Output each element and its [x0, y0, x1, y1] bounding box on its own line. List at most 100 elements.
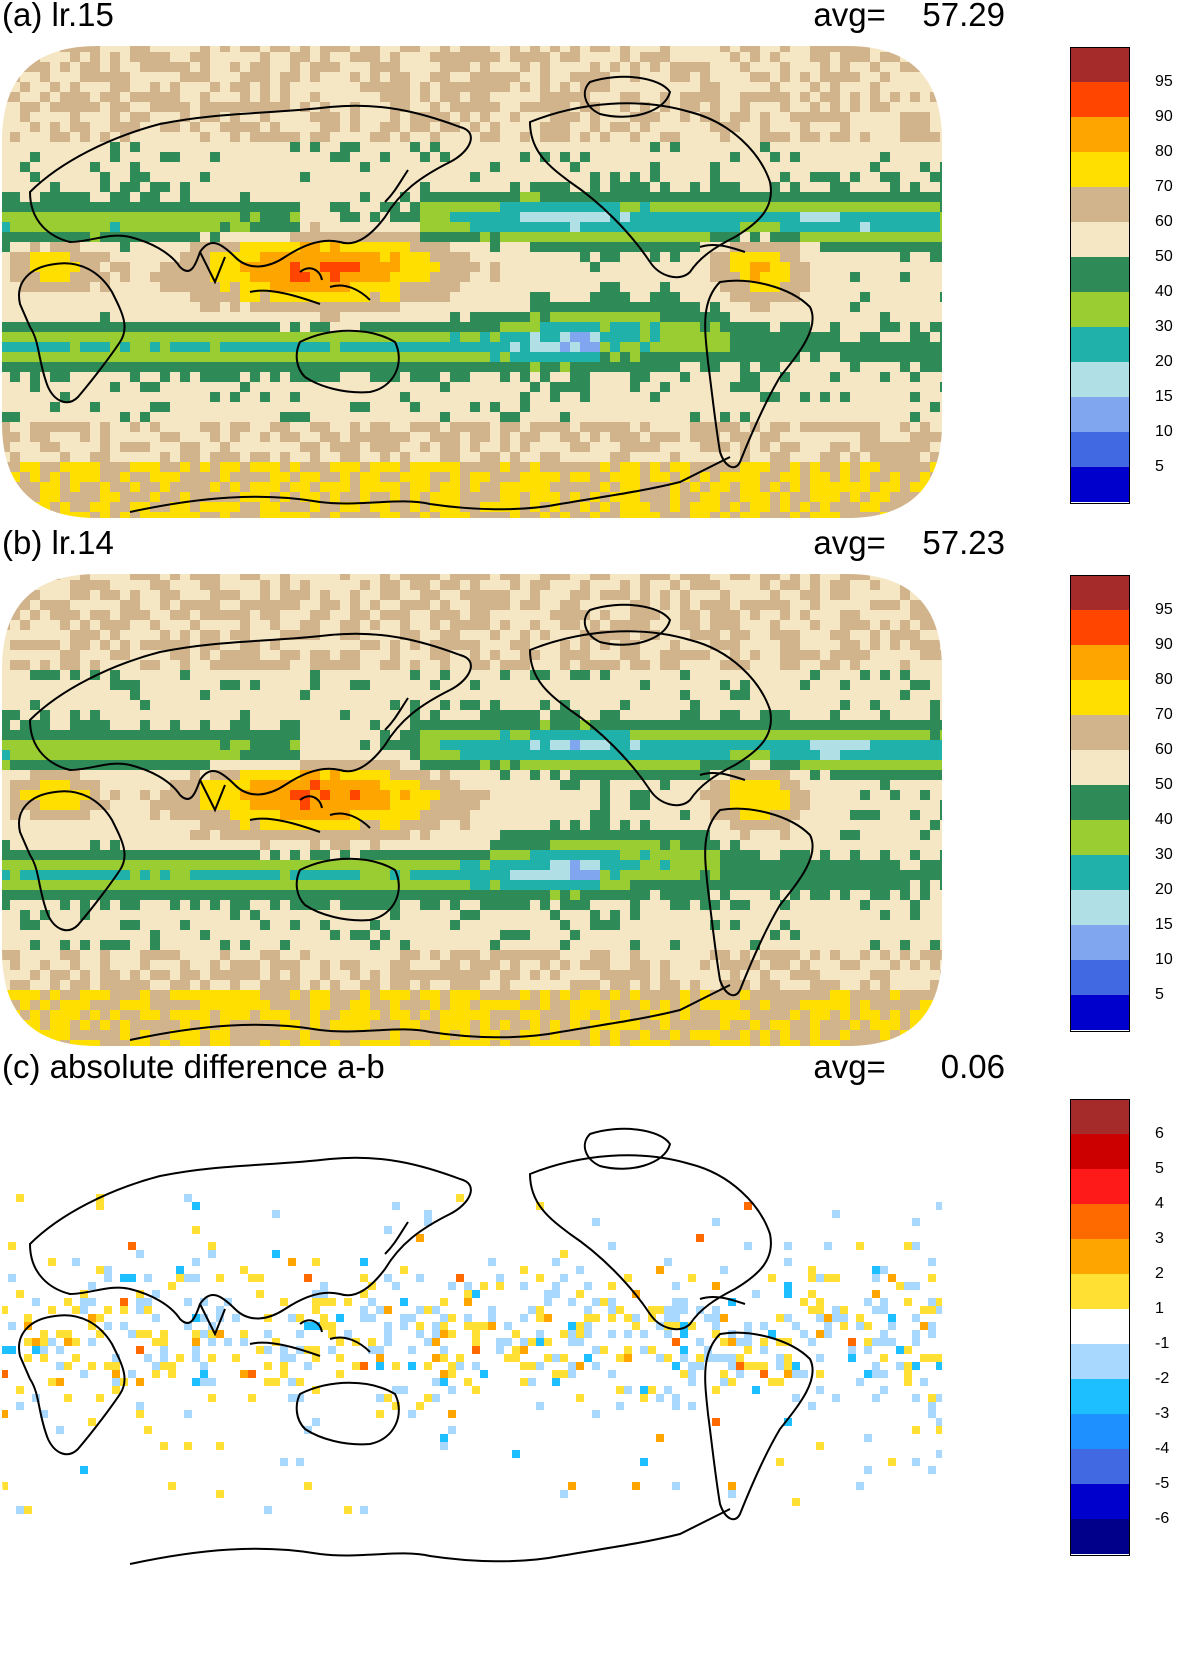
field-cell [740, 272, 751, 283]
field-cell [600, 292, 611, 303]
field-cell [590, 482, 601, 493]
field-cell [650, 372, 661, 383]
field-cell [730, 152, 741, 163]
field-cell [580, 262, 591, 273]
field-cell [930, 46, 941, 53]
field-cell [430, 262, 441, 273]
field-cell [490, 92, 501, 103]
field-cell [480, 72, 491, 83]
field-cell [200, 392, 211, 403]
field-cell [470, 580, 481, 591]
field-cell [260, 122, 271, 133]
field-cell [630, 392, 641, 403]
field-cell [180, 262, 191, 273]
field-cell [640, 422, 651, 433]
field-cell [610, 402, 621, 413]
field-cell [740, 312, 751, 323]
field-cell [570, 442, 581, 453]
field-cell [350, 62, 361, 73]
field-cell [430, 392, 441, 403]
field-cell [680, 574, 691, 581]
field-cell [790, 362, 801, 373]
field-cell [790, 574, 801, 581]
field-cell [90, 102, 101, 113]
field-cell [470, 482, 481, 493]
field-cell [430, 432, 441, 443]
field-cell [250, 162, 261, 173]
field-cell [560, 472, 571, 483]
field-cell [770, 272, 781, 283]
field-cell [530, 132, 541, 143]
field-cell [910, 202, 921, 213]
field-cell [200, 232, 211, 243]
field-cell [230, 82, 241, 93]
field-cell [460, 152, 471, 163]
field-cell [900, 392, 911, 403]
field-cell [510, 232, 521, 243]
field-cell [920, 162, 931, 173]
field-cell [360, 82, 371, 93]
field-cell [740, 46, 751, 53]
field-cell [940, 362, 942, 373]
field-cell [850, 232, 861, 243]
field-cell [20, 442, 31, 453]
field-cell [150, 382, 161, 393]
field-cell [860, 452, 871, 463]
field-cell [70, 122, 81, 133]
field-cell [940, 182, 942, 193]
field-cell [60, 46, 71, 53]
field-cell [920, 432, 931, 443]
field-cell [810, 292, 821, 303]
field-cell [40, 212, 51, 223]
field-cell [740, 302, 751, 313]
field-cell [490, 112, 501, 123]
field-cell [220, 162, 231, 173]
field-cell [300, 92, 311, 103]
field-cell [830, 72, 841, 83]
field-cell [70, 242, 81, 253]
field-cell [930, 590, 941, 601]
field-cell [470, 282, 481, 293]
field-cell [760, 122, 771, 133]
field-cell [90, 232, 101, 243]
field-cell [770, 52, 781, 63]
field-cell [760, 442, 771, 453]
field-cell [630, 292, 641, 303]
field-cell [640, 342, 651, 353]
field-cell [2, 422, 11, 433]
field-cell [770, 322, 781, 333]
field-cell [770, 482, 781, 493]
field-cell [300, 192, 311, 203]
field-cell [430, 52, 441, 63]
field-cell [800, 472, 811, 483]
field-cell [160, 182, 171, 193]
field-cell [370, 362, 381, 373]
field-cell [430, 452, 441, 463]
field-cell [820, 62, 831, 73]
field-cell [830, 352, 841, 363]
field-cell [150, 482, 161, 493]
field-cell [700, 292, 711, 303]
field-cell [200, 482, 211, 493]
field-cell [350, 132, 361, 143]
field-cell [190, 92, 201, 103]
field-cell [150, 352, 161, 363]
field-cell [270, 92, 281, 103]
field-cell [900, 62, 911, 73]
field-cell [570, 482, 581, 493]
field-cell [40, 580, 51, 591]
field-cell [200, 152, 211, 163]
field-cell [470, 322, 481, 333]
field-cell [820, 102, 831, 113]
field-cell [70, 412, 81, 423]
field-cell [80, 392, 91, 403]
field-cell [430, 212, 441, 223]
field-cell [840, 272, 851, 283]
field-cell [790, 332, 801, 343]
field-cell [110, 282, 121, 293]
field-cell [490, 362, 501, 373]
colorbar-tick-label: 40 [1155, 283, 1173, 300]
field-cell [550, 192, 561, 203]
field-cell [440, 162, 451, 173]
field-cell [360, 382, 371, 393]
